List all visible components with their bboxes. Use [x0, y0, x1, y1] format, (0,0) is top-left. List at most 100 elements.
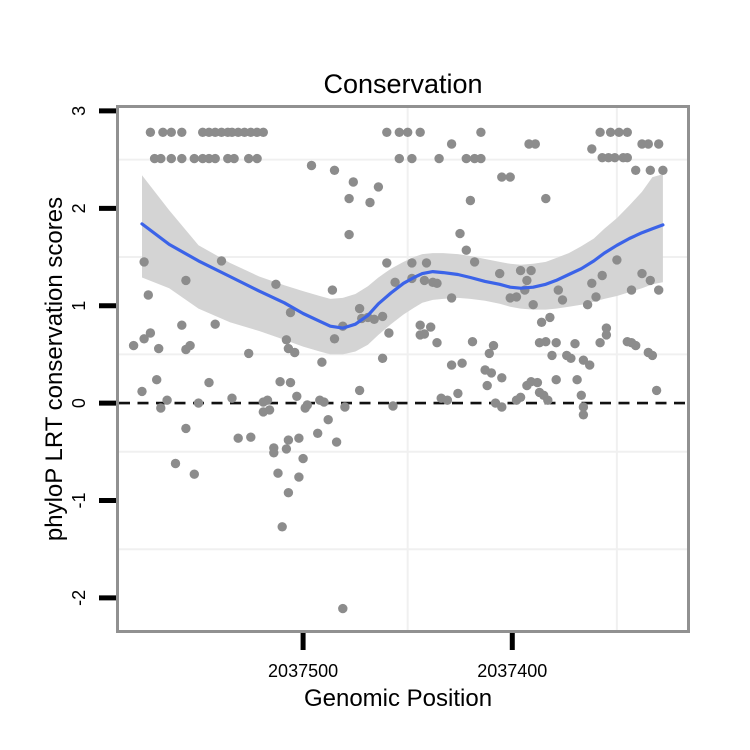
data-point [128, 340, 139, 351]
data-point [526, 265, 536, 276]
scatter-points [128, 127, 668, 614]
data-point [461, 153, 471, 164]
data-point [595, 338, 605, 348]
data-point [290, 347, 300, 358]
data-point [578, 402, 589, 412]
data-point [344, 229, 354, 240]
data-point [497, 172, 507, 182]
data-point [645, 275, 655, 286]
data-point [139, 257, 149, 267]
data-point [181, 275, 191, 286]
data-point [210, 153, 220, 164]
data-point [467, 337, 478, 347]
data-point [578, 410, 589, 420]
chart-title: Conservation [323, 69, 482, 99]
data-point [578, 355, 589, 365]
data-point [302, 400, 312, 410]
data-point [457, 358, 467, 368]
data-point [541, 337, 551, 347]
data-point [229, 153, 239, 164]
data-point [354, 303, 365, 314]
data-point [532, 377, 543, 388]
data-point [488, 340, 499, 351]
data-point [271, 279, 281, 289]
data-point [541, 193, 551, 204]
data-point [273, 468, 283, 478]
data-point [185, 340, 195, 351]
panel-border [116, 105, 690, 633]
y-tick-label: 3 [69, 106, 89, 116]
data-point [246, 432, 256, 442]
data-point [614, 127, 624, 137]
data-point [216, 256, 227, 266]
data-point [421, 258, 432, 268]
data-point [369, 314, 379, 324]
data-point [482, 380, 492, 391]
data-point [595, 127, 605, 137]
data-point [522, 275, 532, 286]
data-point [587, 144, 597, 154]
data-point [557, 295, 568, 305]
data-point [465, 195, 476, 206]
data-point [317, 357, 327, 367]
data-point [154, 343, 164, 354]
data-point [419, 275, 430, 286]
data-point [543, 395, 553, 405]
data-point [566, 353, 576, 363]
data-point [495, 268, 505, 279]
data-point [283, 435, 294, 445]
data-point [626, 285, 637, 295]
data-point [394, 127, 404, 137]
data-point [551, 338, 561, 348]
data-point [446, 360, 457, 370]
data-point [576, 390, 586, 400]
data-point [415, 320, 425, 330]
y-tick-label: -2 [69, 590, 89, 606]
data-point [497, 373, 507, 383]
gridlines [119, 108, 688, 631]
data-point [210, 319, 220, 329]
data-point [313, 428, 323, 438]
data-point [505, 172, 515, 182]
data-point [388, 401, 398, 411]
data-point [152, 375, 162, 385]
data-point [384, 328, 394, 338]
data-point [377, 353, 388, 363]
data-point [612, 255, 622, 265]
data-point [323, 415, 333, 425]
data-point [306, 160, 317, 171]
data-point [181, 423, 191, 434]
data-point [570, 339, 580, 349]
data-point [486, 368, 497, 378]
data-point [338, 603, 348, 614]
data-point [551, 375, 561, 385]
data-point [453, 388, 463, 399]
data-point [545, 312, 555, 323]
data-point [426, 322, 436, 332]
data-point [530, 139, 540, 149]
data-point [329, 165, 340, 175]
data-point [227, 393, 237, 403]
data-point [331, 437, 342, 447]
y-tick-label: 1 [69, 301, 89, 311]
data-point [292, 391, 302, 401]
data-point [658, 165, 668, 175]
axis-tick-labels: 3 2 1 0 -1 -2 2037500 2037400 [69, 106, 547, 681]
data-point [536, 317, 547, 327]
data-point [281, 335, 292, 345]
y-tick-label: 0 [69, 398, 89, 408]
data-point [419, 329, 430, 339]
data-point [166, 153, 176, 164]
data-point [622, 153, 632, 163]
data-point [252, 153, 262, 164]
data-point [432, 278, 442, 288]
data-point [281, 444, 292, 454]
data-point [156, 403, 166, 413]
y-tick-label: 2 [69, 203, 89, 213]
data-point [631, 165, 641, 175]
data-point [139, 334, 149, 344]
data-point [158, 127, 168, 137]
data-point [354, 385, 365, 396]
